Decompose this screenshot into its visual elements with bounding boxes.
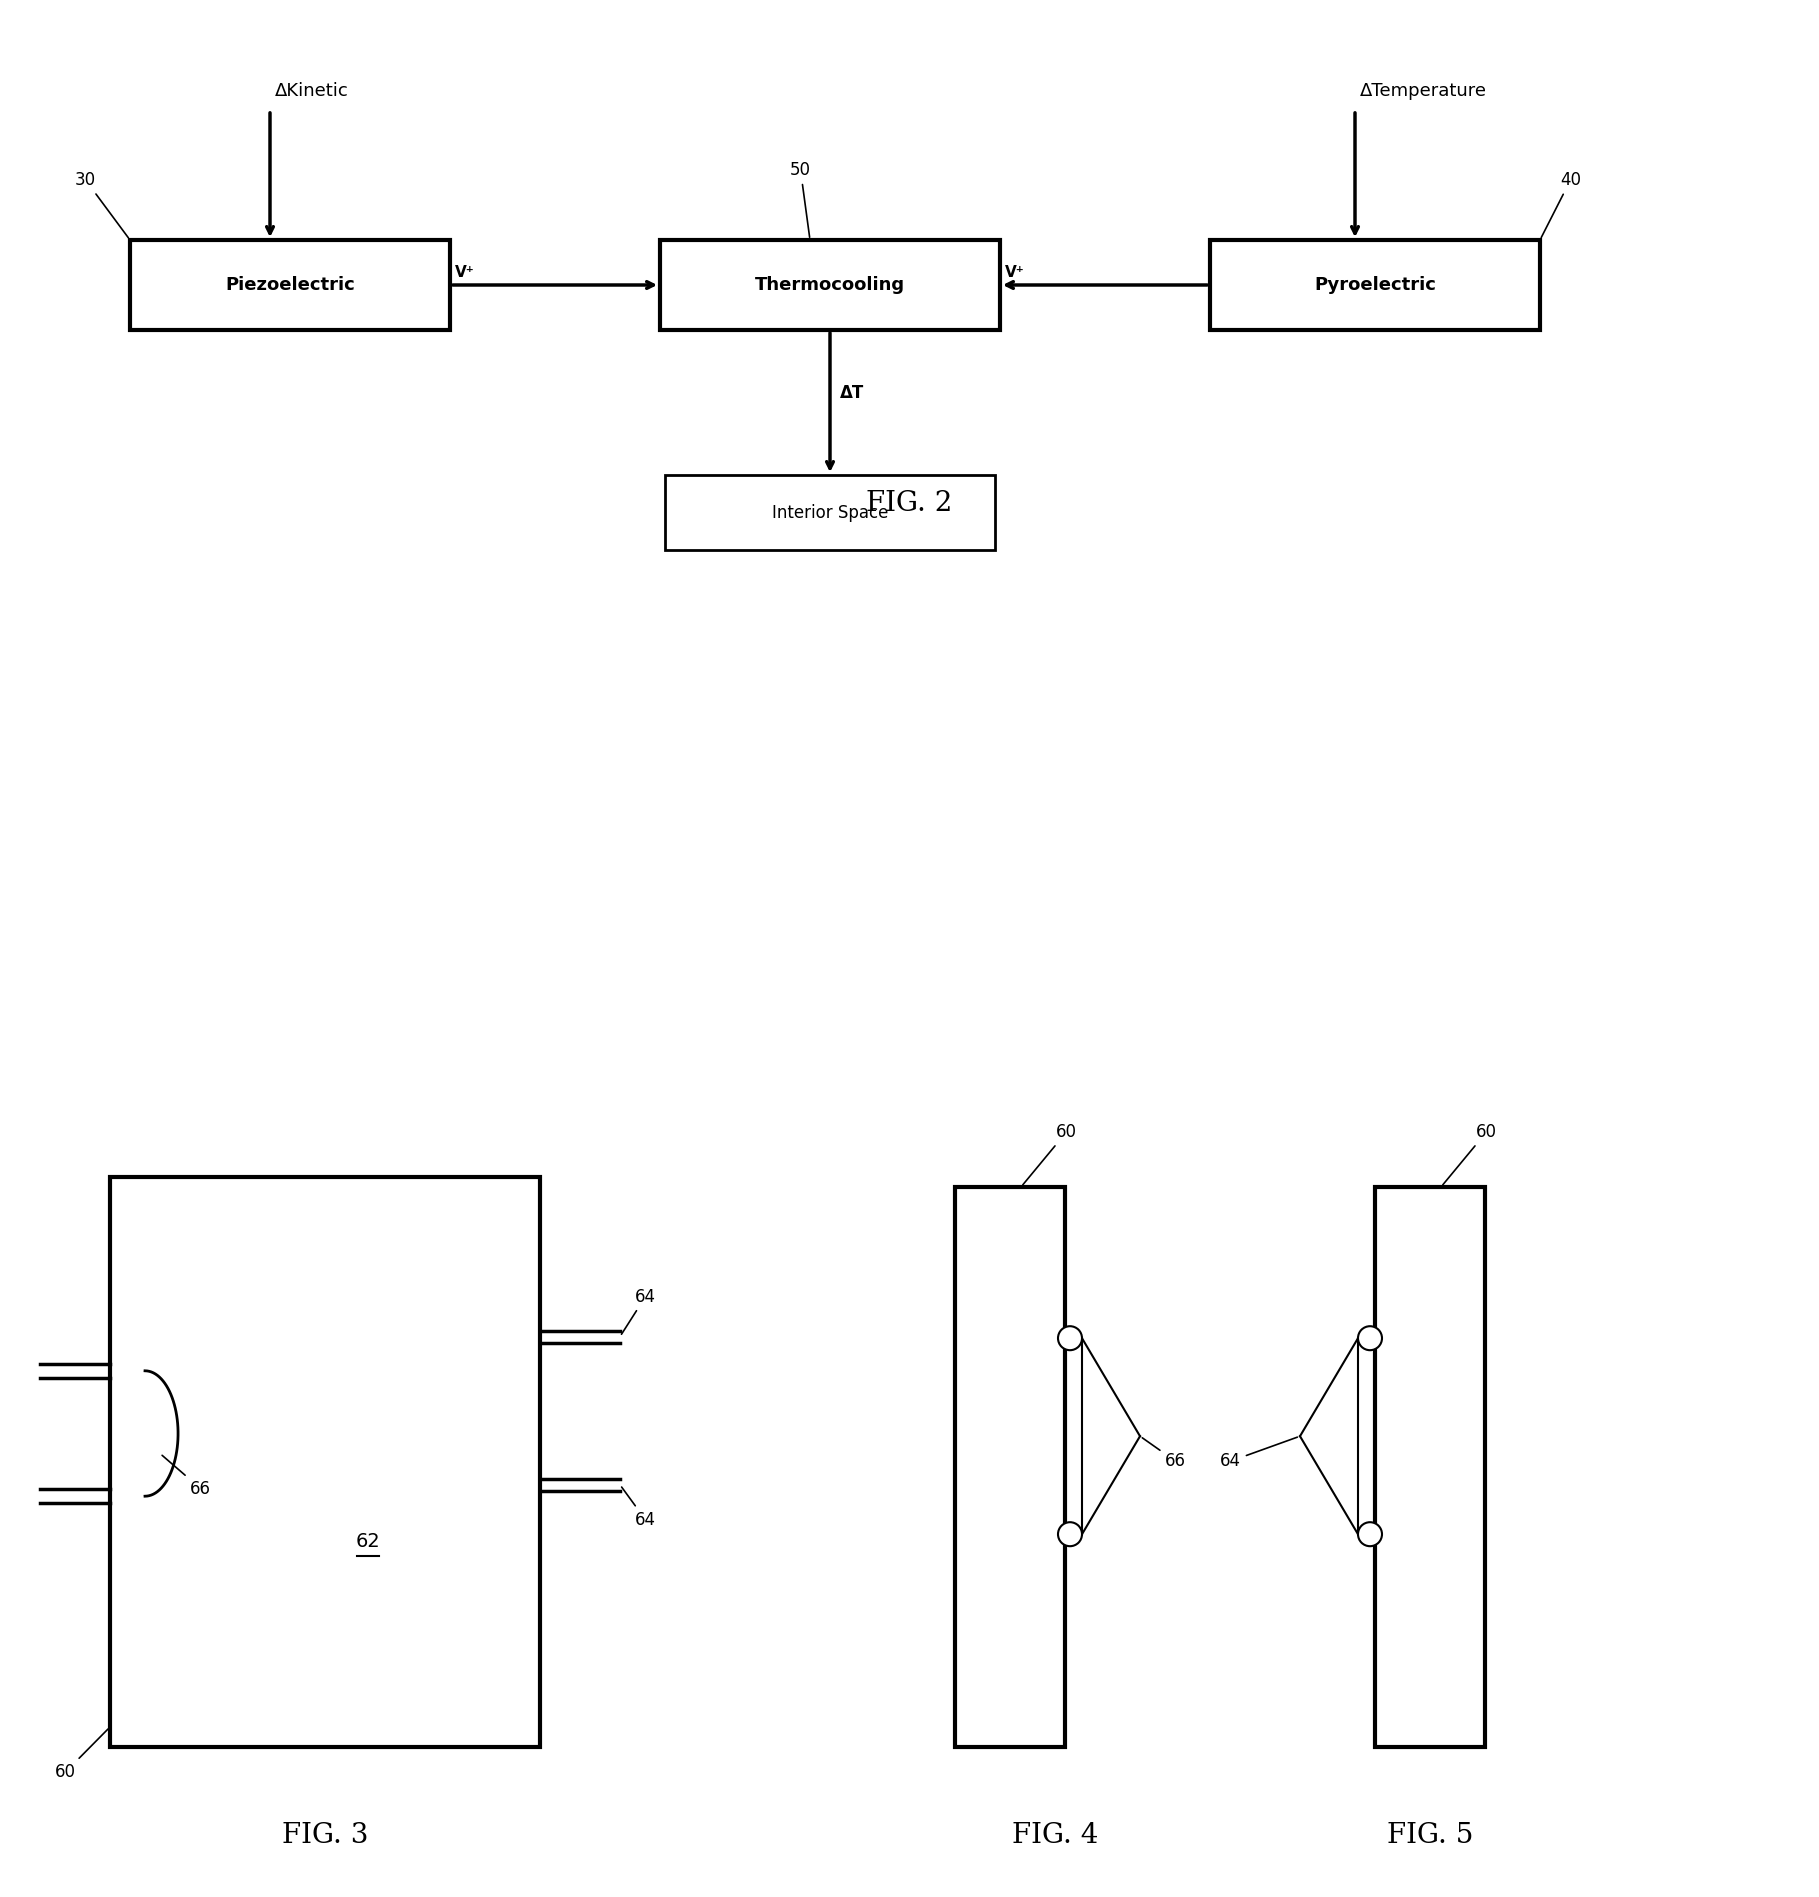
Text: FIG. 4: FIG. 4 — [1011, 1821, 1099, 1850]
Text: 50: 50 — [789, 161, 811, 237]
Bar — [1210, 241, 1541, 330]
Text: ΔT: ΔT — [840, 383, 864, 402]
Bar — [1375, 1188, 1484, 1747]
Text: FIG. 5: FIG. 5 — [1386, 1821, 1473, 1850]
Bar — [129, 241, 449, 330]
Circle shape — [1059, 1326, 1082, 1351]
Text: Pyroelectric: Pyroelectric — [1313, 275, 1435, 294]
Text: 60: 60 — [1442, 1123, 1497, 1186]
Text: FIG. 3: FIG. 3 — [282, 1821, 367, 1850]
Text: ΔTemperature: ΔTemperature — [1361, 82, 1486, 101]
Text: Interior Space: Interior Space — [771, 503, 888, 522]
Text: 40: 40 — [1541, 171, 1581, 237]
Text: 64: 64 — [622, 1487, 657, 1529]
Bar — [955, 1188, 1064, 1747]
Circle shape — [1059, 1521, 1082, 1546]
Text: ΔKinetic: ΔKinetic — [275, 82, 349, 101]
Text: 60: 60 — [1022, 1123, 1077, 1186]
Text: 30: 30 — [75, 171, 129, 237]
Text: V⁺: V⁺ — [1006, 266, 1024, 281]
Text: 66: 66 — [162, 1455, 211, 1497]
Text: Thermocooling: Thermocooling — [755, 275, 906, 294]
Text: 66: 66 — [1142, 1438, 1186, 1470]
Circle shape — [1359, 1326, 1382, 1351]
Bar — [109, 1176, 540, 1747]
Text: 60: 60 — [55, 1728, 107, 1781]
Text: 62: 62 — [357, 1533, 380, 1552]
Text: Piezoelectric: Piezoelectric — [226, 275, 355, 294]
Bar — [666, 474, 995, 550]
Text: FIG. 2: FIG. 2 — [866, 489, 953, 518]
Text: V⁺: V⁺ — [455, 266, 475, 281]
Text: 64: 64 — [622, 1288, 657, 1334]
Circle shape — [1359, 1521, 1382, 1546]
Bar — [660, 241, 1000, 330]
Text: 64: 64 — [1221, 1438, 1297, 1470]
